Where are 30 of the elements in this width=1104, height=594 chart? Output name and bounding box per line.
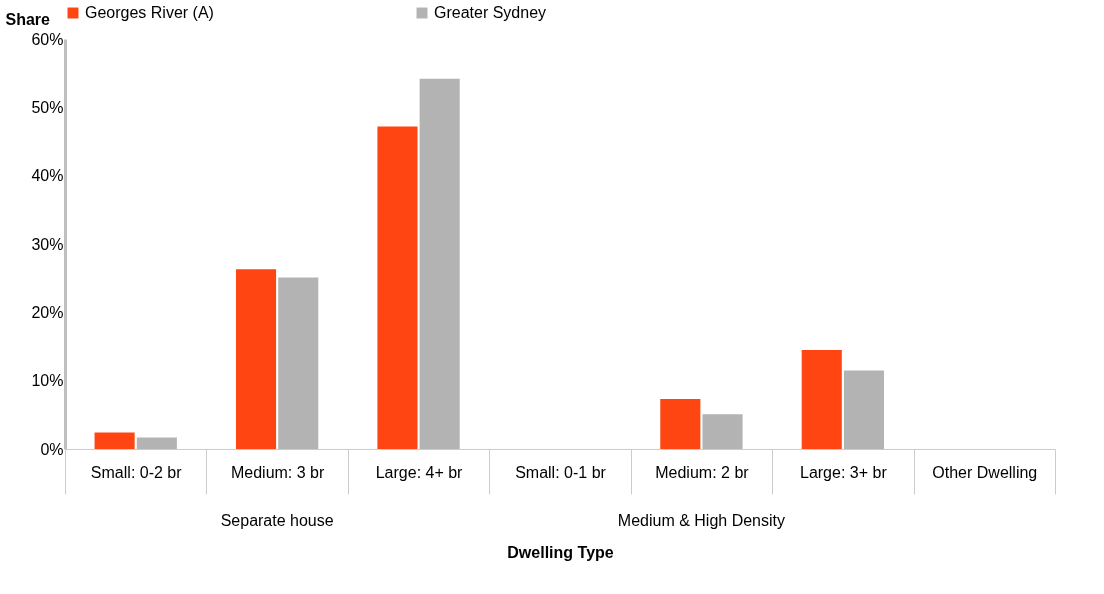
x-tick-label: Small: 0-2 br: [90, 463, 183, 481]
y-tick-label: 60%: [31, 30, 64, 48]
y-tick-label: 0%: [40, 440, 64, 458]
bar: [702, 414, 743, 449]
y-axis-title: Share: [5, 10, 51, 28]
bar: [136, 437, 177, 449]
x-tick-label: Other Dwelling: [932, 463, 1038, 481]
y-tick-label: 10%: [31, 372, 64, 390]
x-tick-label: Medium: 2 br: [655, 463, 750, 481]
bar: [843, 370, 885, 449]
y-tick-label: 40%: [31, 167, 64, 185]
legend-label: Greater Sydney: [434, 4, 547, 21]
x-tick-label: Small: 0-1 br: [515, 463, 607, 481]
bar: [278, 277, 319, 449]
x-tick-label: Large: 3+ br: [799, 463, 888, 481]
bar: [660, 399, 701, 449]
text: Medium & High Density: [617, 512, 786, 529]
legend-label: Georges River (A): [85, 4, 214, 21]
x-tick-label: Medium: 3 br: [230, 463, 325, 481]
bar: [94, 432, 135, 449]
bar: [801, 349, 842, 449]
x-tick-label: Large: 4+ br: [375, 463, 464, 481]
y-tick-label: 20%: [31, 303, 64, 321]
bar: [235, 269, 277, 449]
x-axis-title: Dwelling Type: [507, 544, 614, 561]
y-tick-label: 50%: [31, 98, 64, 116]
bar: [377, 126, 418, 449]
text: Separate house: [220, 512, 334, 529]
y-tick-label: 30%: [31, 235, 64, 253]
bar: [419, 78, 460, 449]
